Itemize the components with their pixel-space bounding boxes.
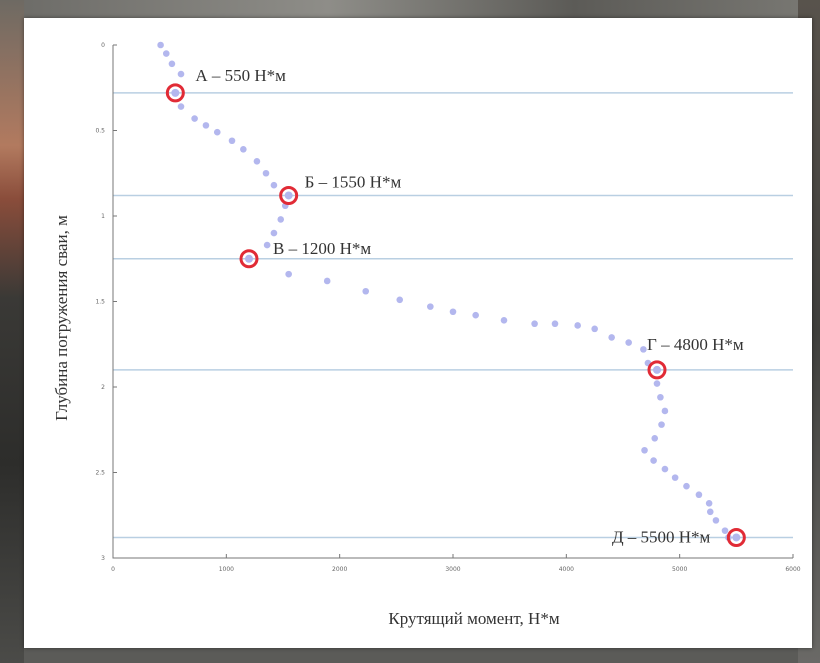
data-point-0 <box>157 41 164 49</box>
data-point-24 <box>427 303 434 310</box>
highlight-point-1 <box>284 191 293 200</box>
data-point-46 <box>683 482 690 490</box>
highlight-point-2 <box>245 254 253 263</box>
data-point-25 <box>449 308 457 316</box>
x-tick-label-2: 2000 <box>332 566 347 573</box>
y-tick-label-0: 0 <box>101 42 105 49</box>
highlight-point-0 <box>171 88 180 97</box>
data-point-42 <box>641 446 648 454</box>
grid-layer <box>113 92 793 539</box>
annotation-label-2: В – 1200 Н*м <box>273 239 371 258</box>
data-point-39 <box>661 407 669 415</box>
data-point-13 <box>270 181 278 189</box>
y-axis-title: Глубина погружения сваи, м <box>52 215 71 421</box>
annotation-label-1: Б – 1550 Н*м <box>305 172 402 191</box>
x-tick-label-3: 3000 <box>445 566 460 573</box>
data-point-9 <box>228 137 236 145</box>
data-point-34 <box>640 346 647 353</box>
data-point-50 <box>712 517 720 524</box>
data-point-3 <box>177 70 185 78</box>
highlight-markers-layer <box>165 83 746 547</box>
data-point-51 <box>721 527 729 534</box>
torque-depth-chart: 0 1000 2000 3000 4000 5000 6000 0 0.5 1 1.5 2 2.5 3 А… <box>52 41 801 628</box>
photo-background-top <box>0 0 820 20</box>
data-point-8 <box>213 128 221 136</box>
data-point-11 <box>253 157 261 165</box>
highlight-point-3 <box>653 365 661 374</box>
data-points-layer <box>157 41 732 541</box>
axes-layer: 0 1000 2000 3000 4000 5000 6000 0 0.5 1 1.5 2 2.5 3 <box>95 42 800 573</box>
data-point-12 <box>262 169 270 177</box>
data-point-2 <box>168 60 176 68</box>
photo-background-left <box>0 0 24 663</box>
data-point-23 <box>396 296 404 304</box>
y-tick-label-2: 1 <box>101 213 105 220</box>
data-point-5 <box>177 103 185 110</box>
y-tick-label-1: 0.5 <box>95 128 105 135</box>
data-point-38 <box>657 393 664 401</box>
y-tick-label-3: 1.5 <box>95 299 105 306</box>
data-point-37 <box>653 380 661 387</box>
data-point-28 <box>531 320 538 328</box>
x-tick-label-4: 4000 <box>559 566 574 573</box>
y-tick-label-4: 2 <box>101 384 105 391</box>
data-point-21 <box>323 277 331 285</box>
data-point-31 <box>591 325 598 333</box>
data-point-22 <box>362 287 370 295</box>
highlight-ring-2 <box>239 249 259 269</box>
data-point-16 <box>277 216 285 223</box>
data-point-45 <box>671 474 679 481</box>
data-point-48 <box>705 499 713 507</box>
data-point-10 <box>240 146 247 153</box>
data-point-7 <box>202 122 210 129</box>
data-point-49 <box>706 508 714 516</box>
data-point-29 <box>551 320 559 328</box>
data-point-30 <box>574 322 581 329</box>
annotation-label-0: А – 550 Н*м <box>195 66 286 85</box>
axis-frame <box>112 45 793 559</box>
annotation-label-3: Г – 4800 Н*м <box>647 335 744 354</box>
annotation-label-4: Д – 5500 Н*м <box>612 527 711 546</box>
x-tick-label-0: 0 <box>111 566 115 573</box>
y-tick-label-6: 3 <box>101 555 105 562</box>
data-point-27 <box>500 317 508 324</box>
data-point-40 <box>658 421 665 428</box>
data-point-33 <box>625 339 632 346</box>
data-point-44 <box>661 465 669 473</box>
data-point-41 <box>651 435 659 442</box>
data-point-1 <box>162 50 170 57</box>
highlight-ring-3 <box>647 360 667 380</box>
x-tick-label-5: 5000 <box>672 566 687 573</box>
annotation-labels-layer: А – 550 Н*м Б – 1550 Н*м В – 1200 Н*м Г – 4… <box>195 66 744 547</box>
data-point-47 <box>695 491 703 499</box>
x-tick-label-6: 6000 <box>785 566 800 573</box>
highlight-point-4 <box>732 533 741 542</box>
data-point-6 <box>191 115 198 122</box>
data-point-18 <box>263 241 271 249</box>
y-tick-label-5: 2.5 <box>95 470 105 477</box>
x-axis-title: Крутящий момент, Н*м <box>388 609 559 628</box>
highlight-ring-4 <box>726 527 746 547</box>
highlight-ring-0 <box>165 83 185 103</box>
data-point-20 <box>285 270 292 278</box>
data-point-17 <box>270 229 278 237</box>
highlight-ring-1 <box>279 185 299 205</box>
data-point-43 <box>650 457 657 464</box>
data-point-26 <box>472 311 479 319</box>
figure-card: 0 1000 2000 3000 4000 5000 6000 0 0.5 1 1.5 2 2.5 3 А… <box>24 18 812 648</box>
data-point-32 <box>608 334 615 341</box>
x-tick-label-1: 1000 <box>219 566 234 573</box>
